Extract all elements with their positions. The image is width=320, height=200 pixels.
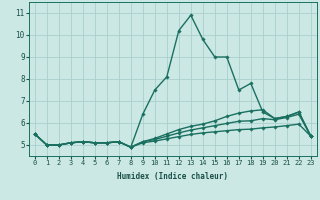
X-axis label: Humidex (Indice chaleur): Humidex (Indice chaleur) (117, 172, 228, 181)
